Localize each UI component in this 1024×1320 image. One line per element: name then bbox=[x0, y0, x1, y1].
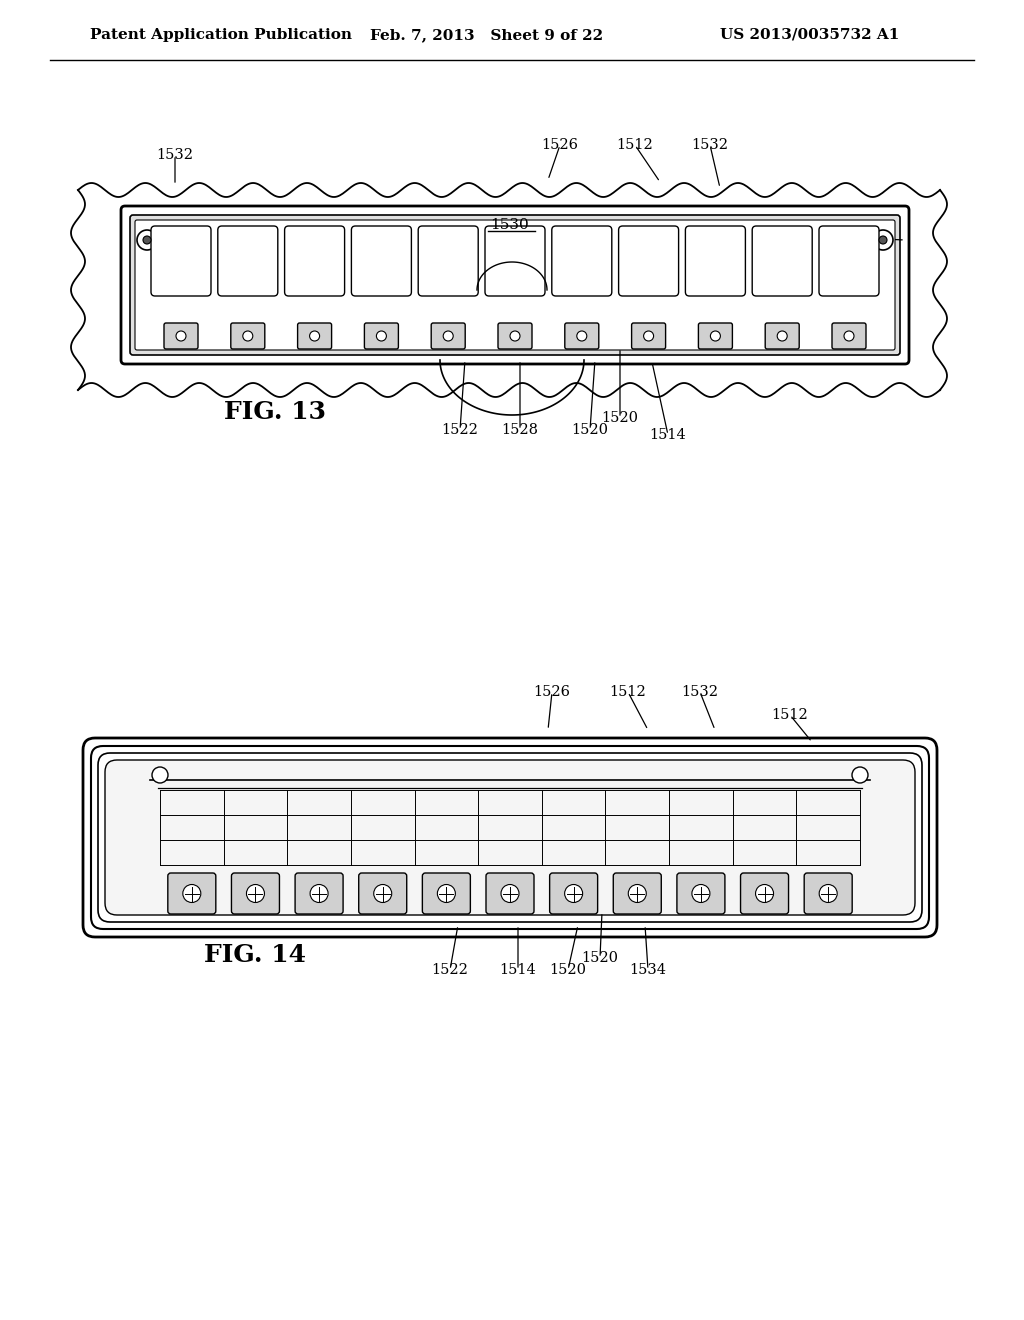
Text: 1520: 1520 bbox=[601, 411, 639, 425]
FancyBboxPatch shape bbox=[632, 323, 666, 348]
FancyBboxPatch shape bbox=[351, 226, 412, 296]
Circle shape bbox=[443, 331, 454, 341]
Text: 1514: 1514 bbox=[649, 428, 686, 442]
Circle shape bbox=[629, 884, 646, 903]
FancyBboxPatch shape bbox=[698, 323, 732, 348]
Circle shape bbox=[564, 884, 583, 903]
FancyBboxPatch shape bbox=[365, 323, 398, 348]
Text: US 2013/0035732 A1: US 2013/0035732 A1 bbox=[720, 28, 899, 42]
Circle shape bbox=[873, 230, 893, 249]
Text: 1532: 1532 bbox=[691, 139, 728, 152]
FancyBboxPatch shape bbox=[831, 323, 866, 348]
Circle shape bbox=[644, 331, 653, 341]
Circle shape bbox=[310, 884, 328, 903]
FancyBboxPatch shape bbox=[804, 873, 852, 913]
Circle shape bbox=[143, 236, 151, 244]
FancyBboxPatch shape bbox=[135, 220, 895, 350]
Text: Feb. 7, 2013   Sheet 9 of 22: Feb. 7, 2013 Sheet 9 of 22 bbox=[370, 28, 603, 42]
FancyBboxPatch shape bbox=[685, 226, 745, 296]
Circle shape bbox=[437, 884, 456, 903]
Circle shape bbox=[777, 331, 787, 341]
FancyBboxPatch shape bbox=[231, 873, 280, 913]
Text: 1522: 1522 bbox=[431, 964, 468, 977]
Text: 1520: 1520 bbox=[571, 422, 608, 437]
FancyBboxPatch shape bbox=[613, 873, 662, 913]
FancyBboxPatch shape bbox=[98, 752, 922, 921]
FancyBboxPatch shape bbox=[230, 323, 265, 348]
Circle shape bbox=[844, 331, 854, 341]
Circle shape bbox=[692, 884, 710, 903]
Circle shape bbox=[137, 230, 157, 249]
Text: 1532: 1532 bbox=[682, 685, 719, 700]
Text: 1512: 1512 bbox=[616, 139, 653, 152]
Circle shape bbox=[243, 331, 253, 341]
Text: 1526: 1526 bbox=[542, 139, 579, 152]
Circle shape bbox=[247, 884, 264, 903]
FancyBboxPatch shape bbox=[565, 323, 599, 348]
Text: 1530: 1530 bbox=[490, 218, 529, 232]
Circle shape bbox=[152, 767, 168, 783]
FancyBboxPatch shape bbox=[422, 873, 470, 913]
FancyBboxPatch shape bbox=[753, 226, 812, 296]
Text: 1522: 1522 bbox=[441, 422, 478, 437]
Text: 1534: 1534 bbox=[630, 964, 667, 977]
Circle shape bbox=[309, 331, 319, 341]
FancyBboxPatch shape bbox=[105, 760, 915, 915]
FancyBboxPatch shape bbox=[618, 226, 679, 296]
Circle shape bbox=[501, 884, 519, 903]
Circle shape bbox=[374, 884, 392, 903]
FancyBboxPatch shape bbox=[819, 226, 879, 296]
Text: FIG. 13: FIG. 13 bbox=[224, 400, 326, 424]
Circle shape bbox=[577, 331, 587, 341]
Circle shape bbox=[176, 331, 186, 341]
Circle shape bbox=[852, 767, 868, 783]
Text: 1514: 1514 bbox=[500, 964, 537, 977]
FancyBboxPatch shape bbox=[550, 873, 598, 913]
Circle shape bbox=[510, 331, 520, 341]
FancyBboxPatch shape bbox=[486, 873, 534, 913]
FancyBboxPatch shape bbox=[677, 873, 725, 913]
Text: Patent Application Publication: Patent Application Publication bbox=[90, 28, 352, 42]
FancyBboxPatch shape bbox=[431, 323, 465, 348]
FancyBboxPatch shape bbox=[168, 873, 216, 913]
FancyBboxPatch shape bbox=[765, 323, 799, 348]
Text: 1520: 1520 bbox=[550, 964, 587, 977]
Text: 1532: 1532 bbox=[157, 148, 194, 162]
FancyBboxPatch shape bbox=[218, 226, 278, 296]
Text: 1512: 1512 bbox=[609, 685, 646, 700]
Text: 1512: 1512 bbox=[842, 231, 879, 246]
Circle shape bbox=[377, 331, 386, 341]
FancyBboxPatch shape bbox=[418, 226, 478, 296]
Text: 1528: 1528 bbox=[502, 422, 539, 437]
FancyBboxPatch shape bbox=[83, 738, 937, 937]
FancyBboxPatch shape bbox=[358, 873, 407, 913]
Circle shape bbox=[879, 236, 887, 244]
FancyBboxPatch shape bbox=[130, 215, 900, 355]
FancyBboxPatch shape bbox=[151, 226, 211, 296]
Circle shape bbox=[819, 884, 838, 903]
FancyBboxPatch shape bbox=[740, 873, 788, 913]
FancyBboxPatch shape bbox=[285, 226, 345, 296]
FancyBboxPatch shape bbox=[121, 206, 909, 364]
FancyBboxPatch shape bbox=[164, 323, 198, 348]
FancyBboxPatch shape bbox=[295, 873, 343, 913]
Text: 1526: 1526 bbox=[534, 685, 570, 700]
Circle shape bbox=[183, 884, 201, 903]
Circle shape bbox=[711, 331, 721, 341]
Circle shape bbox=[756, 884, 773, 903]
FancyBboxPatch shape bbox=[498, 323, 532, 348]
Text: 1512: 1512 bbox=[772, 708, 808, 722]
FancyBboxPatch shape bbox=[485, 226, 545, 296]
Text: 1520: 1520 bbox=[582, 950, 618, 965]
FancyBboxPatch shape bbox=[298, 323, 332, 348]
FancyBboxPatch shape bbox=[91, 746, 929, 929]
Text: FIG. 14: FIG. 14 bbox=[204, 942, 306, 968]
FancyBboxPatch shape bbox=[552, 226, 611, 296]
